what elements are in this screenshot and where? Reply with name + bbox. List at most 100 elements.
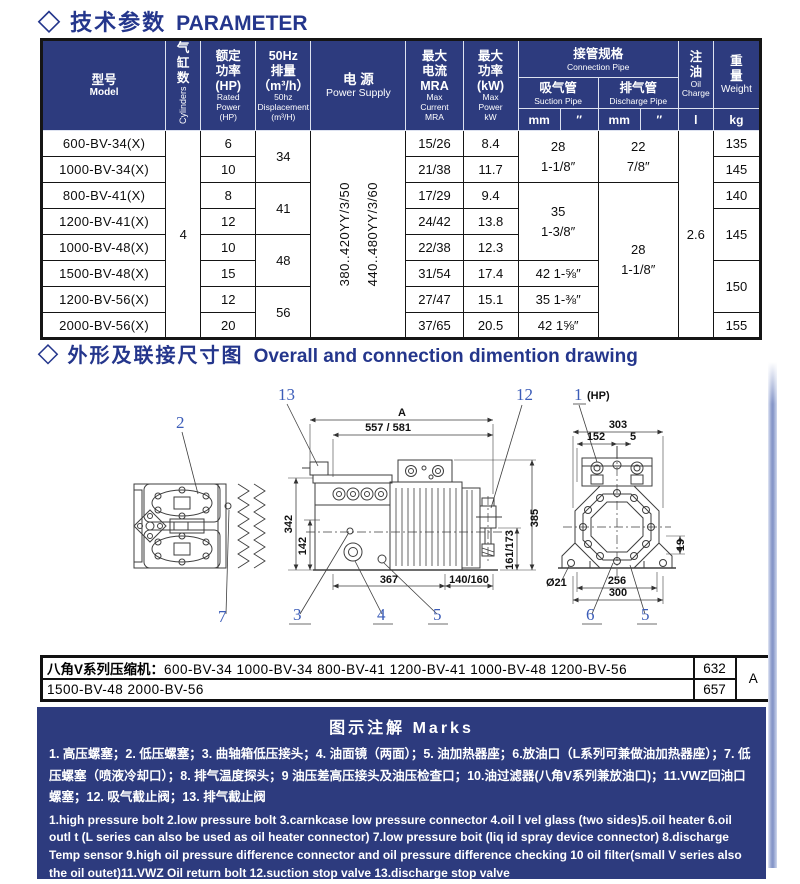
header-discharge-pipe: 排气管 Discharge Pipe	[597, 76, 679, 110]
header-rated-power: 额定 功率 (HP) Rated Power (HP)	[200, 38, 257, 132]
header-weight-unit: kg	[712, 108, 762, 132]
callout-6: 6	[586, 605, 595, 624]
hp-cell: 10	[200, 234, 257, 262]
series-value-1: 632	[692, 655, 737, 680]
hp-cell: 15	[200, 260, 257, 288]
drawing-section-title: ◇ 外形及联接尺寸图 Overall and connection dimenti…	[38, 339, 638, 368]
series-row-2: 1500-BV-48 2000-BV-56 657	[40, 678, 772, 701]
drawing-title-cn: ◇ 外形及联接尺寸图	[38, 345, 244, 367]
table-row: 1500-BV-48(X) 15 31/54 17.4 42 1-⅝″ 150	[40, 260, 762, 314]
parameter-table: 型号 Model 气 缸 数 Cylinders 额定 功率 (HP) Rate…	[40, 38, 762, 341]
header-displacement: 50Hz 排量 （m³/h） 50hz Displacement (m³/H)	[255, 38, 312, 132]
mra-cell: 24/42	[405, 208, 464, 236]
header-model: 型号 Model	[40, 38, 167, 132]
power-supply-line-1: 380..420YY/3/50	[336, 182, 352, 287]
discharge-cell: 28 1-1/8″	[597, 182, 679, 340]
model-cell: 1200-BV-41(X)	[40, 208, 167, 236]
kw-cell: 8.4	[462, 130, 519, 158]
callout-1-hp-suffix: (HP)	[587, 390, 610, 402]
displacement-cell: 48	[255, 234, 312, 288]
parameter-title-en: PARAMETER	[176, 12, 308, 35]
dim-5: 5	[630, 431, 636, 443]
table-row: 1000-BV-34(X) 10 21/38 11.7 145	[40, 156, 762, 184]
hp-cell: 12	[200, 286, 257, 314]
header-power-supply-cn: 电 源	[343, 71, 374, 87]
table-row: 2000-BV-56(X) 20 37/65 20.5 42 1⅝″ 155	[40, 312, 762, 340]
header-cylinders: 气 缸 数 Cylinders	[165, 38, 202, 132]
table-row: 1000-BV-48(X) 10 48 22/38 12.3	[40, 234, 761, 288]
kw-cell: 17.4	[462, 260, 519, 288]
suction-cell: 42 1⅝″	[517, 312, 599, 340]
series-models-cell: 八角V系列压缩机：600-BV-34 1000-BV-34 800-BV-41 …	[40, 655, 695, 680]
parameter-title-cn: ◇ 技术参数	[38, 10, 167, 35]
callout-2: 2	[176, 413, 185, 432]
header-model-en: Model	[89, 87, 119, 99]
header-oil-en: Oil Charge	[681, 78, 710, 99]
callout-labels: 2 7 13 12 3 4 5 1 (HP) 6 5	[176, 385, 650, 626]
dim-161-173: 161/173	[504, 530, 516, 570]
suction-cell: 35 1-⅜″	[517, 286, 599, 314]
series-models-2: 1500-BV-48 2000-BV-56	[47, 681, 204, 697]
marks-text-en: 1.high pressure bolt 2.low pressure bolt…	[49, 812, 742, 880]
weight-cell: 145	[712, 208, 762, 262]
series-models-1: 600-BV-34 1000-BV-34 800-BV-41 1200-BV-4…	[164, 662, 628, 677]
kw-cell: 15.1	[462, 286, 519, 314]
power-supply-line-2: 440..480YY/3/60	[364, 182, 380, 287]
mra-cell: 31/54	[405, 260, 464, 288]
top-view-drawing	[133, 431, 266, 615]
header-oil-cn: 注 油	[689, 50, 703, 80]
header-oil-unit: l	[677, 108, 714, 132]
dimension-drawing: A 557 / 581 342 142 385 161/173 367 140/…	[30, 378, 770, 652]
kw-cell: 9.4	[462, 182, 519, 210]
header-weight-cn: 重 量	[730, 54, 743, 83]
callout-12: 12	[516, 385, 533, 404]
weight-cell: 150	[712, 260, 762, 314]
callout-13: 13	[278, 385, 295, 404]
header-mra-en: Max Current MRA	[420, 92, 449, 122]
hp-cell: 8	[200, 182, 257, 210]
header-suction-inch: ″	[559, 108, 599, 132]
header-power-supply: 电 源 Power Supply	[310, 38, 407, 132]
dim-385: 385	[529, 509, 541, 527]
table-row: 1200-BV-56(X) 12 56 27/47 15.1 35 1-⅜″	[40, 286, 761, 340]
header-pipes-en: Connection Pipe	[567, 62, 630, 73]
header-oil-charge: 注 油 Oil Charge	[677, 38, 714, 110]
header-discharge-mm: mm	[597, 108, 641, 132]
header-displacement-cn: 50Hz 排量 （m³/h）	[257, 49, 309, 93]
weight-cell: 140	[712, 182, 762, 210]
header-suction-mm: mm	[517, 108, 561, 132]
weight-cell: 155	[712, 312, 762, 340]
hp-cell: 6	[200, 130, 257, 158]
header-mra: 最大 电流 MRA Max Current MRA	[405, 38, 464, 132]
page-edge-bar	[768, 362, 777, 868]
header-cylinders-en: Cylinders	[178, 86, 189, 125]
suction-cell: 35 1-3/8″	[517, 182, 599, 262]
marks-text-cn: 1. 高压螺塞；2. 低压螺塞；3. 曲轴箱低压接头；4. 油面镜（两面）；5.…	[49, 747, 751, 804]
mra-cell: 17/29	[405, 182, 464, 210]
model-cell: 1000-BV-34(X)	[40, 156, 167, 184]
callout-3: 3	[293, 605, 302, 624]
header-mra-cn: 最大 电流 MRA	[420, 49, 449, 93]
header-max-power: 最大 功率 (kW) Max Power kW	[462, 38, 519, 132]
cylinders-cell: 4	[165, 130, 202, 340]
hp-cell: 12	[200, 208, 257, 236]
header-max-power-en: Max Power kW	[478, 92, 503, 122]
parameter-section-title: ◇ 技术参数 PARAMETER	[38, 5, 308, 37]
header-model-cn: 型号	[91, 72, 117, 87]
header-discharge-en: Discharge Pipe	[609, 96, 668, 107]
marks-legend-panel: 图示注解 Marks 1. 高压螺塞；2. 低压螺塞；3. 曲轴箱低压接头；4.…	[37, 707, 766, 880]
dim-303: 303	[609, 419, 627, 431]
suction-cell: 42 1-⅝″	[517, 260, 599, 288]
dim-142: 142	[297, 537, 309, 555]
oil-charge-cell: 2.6	[677, 130, 714, 340]
marks-title: 图示注解 Marks	[329, 720, 474, 737]
header-suction-cn: 吸气管	[539, 81, 577, 96]
header-rated-en: Rated Power (HP)	[216, 92, 241, 122]
header-displacement-en: 50hz Displacement (m³/H)	[257, 92, 310, 122]
header-suction-pipe: 吸气管 Suction Pipe	[517, 76, 599, 110]
table-row: 1200-BV-41(X) 12 24/42 13.8 145	[40, 208, 762, 262]
header-pipes-cn: 接管规格	[573, 47, 624, 62]
header-discharge-inch: ″	[639, 108, 679, 132]
series-table: 八角V系列压缩机：600-BV-34 1000-BV-34 800-BV-41 …	[40, 655, 773, 702]
